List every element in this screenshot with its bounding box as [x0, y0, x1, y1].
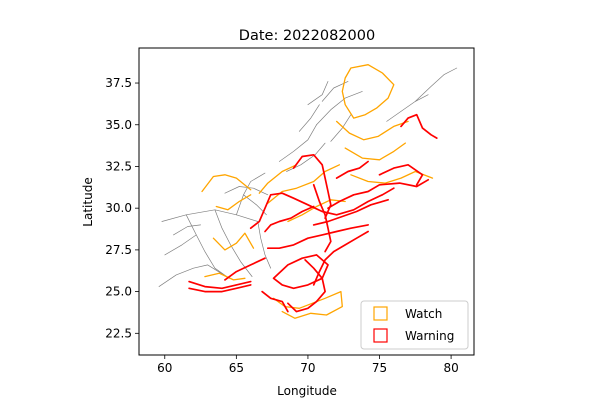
- warning-layer: [188, 113, 438, 313]
- watch-line-5: [258, 164, 298, 194]
- warning-line-5: [292, 153, 332, 220]
- boundary-line-17: [414, 67, 458, 102]
- x-axis-ticks: 60 65 70 75 80: [157, 355, 459, 375]
- legend: Watch Warning: [360, 300, 469, 350]
- watch-line-11: [287, 199, 346, 223]
- legend-watch-label: Watch: [405, 307, 442, 321]
- boundary-line-18: [330, 114, 352, 142]
- y-tick-label: 37.5: [105, 76, 132, 90]
- boundary-layer: [158, 67, 458, 287]
- boundary-line-14: [307, 81, 329, 106]
- y-tick-label: 35.0: [105, 118, 132, 132]
- boundary-line-3: [236, 172, 266, 216]
- warning-line-3: [249, 187, 395, 230]
- x-axis-label: Longitude: [277, 384, 337, 398]
- y-tick-label: 32.5: [105, 159, 132, 173]
- boundary-line-6: [164, 234, 197, 256]
- y-tick-label: 30.0: [105, 201, 132, 215]
- x-tick-label: 65: [229, 361, 244, 375]
- boundary-line-0: [161, 209, 259, 222]
- watch-line-6: [201, 174, 252, 193]
- boundary-line-16: [386, 94, 429, 122]
- warning-line-4: [272, 254, 329, 290]
- plot-frame: [138, 47, 475, 356]
- boundary-line-5: [158, 264, 230, 287]
- warning-line-0: [188, 280, 252, 290]
- boundary-line-15: [298, 104, 320, 132]
- legend-warning-swatch: [373, 328, 388, 343]
- x-tick-label: 70: [300, 361, 315, 375]
- warning-line-14: [335, 160, 369, 179]
- boundary-line-13: [321, 81, 349, 102]
- warning-line-9: [266, 224, 369, 250]
- warning-line-8: [312, 198, 389, 226]
- warning-line-16: [400, 113, 438, 139]
- boundary-line-10: [278, 124, 317, 162]
- warning-line-12: [312, 230, 369, 286]
- watch-line-7: [215, 194, 252, 211]
- warning-line-11: [261, 290, 289, 313]
- chart-title: Date: 2022082000: [239, 28, 375, 44]
- watch-line-9: [204, 272, 246, 281]
- warning-line-13: [264, 205, 315, 233]
- legend-box: [360, 300, 469, 350]
- warning-line-1: [188, 284, 252, 293]
- x-tick-label: 75: [372, 361, 387, 375]
- x-tick-label: 60: [157, 361, 172, 375]
- warning-line-10: [287, 259, 326, 313]
- warning-line-15: [378, 163, 424, 186]
- boundary-line-2: [214, 209, 253, 277]
- watch-line-0: [341, 64, 395, 119]
- y-tick-label: 27.5: [105, 243, 132, 257]
- y-axis-ticks: 22.5 25.0 27.5 30.0 32.5 35.0 37.5: [105, 76, 139, 340]
- boundary-line-12: [316, 91, 363, 126]
- warning-line-7: [327, 178, 430, 210]
- watch-line-10: [272, 290, 343, 319]
- boundary-line-4: [257, 221, 272, 269]
- watch-line-2: [344, 142, 406, 161]
- map-layers: [158, 64, 458, 319]
- y-tick-label: 25.0: [105, 285, 132, 299]
- watch-line-1: [335, 120, 409, 141]
- legend-watch-swatch: [373, 306, 388, 321]
- watch-line-8: [212, 232, 255, 251]
- y-tick-label: 22.5: [105, 326, 132, 340]
- warning-line-2: [224, 257, 266, 281]
- x-tick-label: 80: [443, 361, 458, 375]
- legend-warning-label: Warning: [405, 329, 454, 343]
- boundary-line-1: [185, 214, 230, 279]
- boundary-line-7: [173, 224, 201, 236]
- y-axis-label: Latitude: [81, 177, 95, 226]
